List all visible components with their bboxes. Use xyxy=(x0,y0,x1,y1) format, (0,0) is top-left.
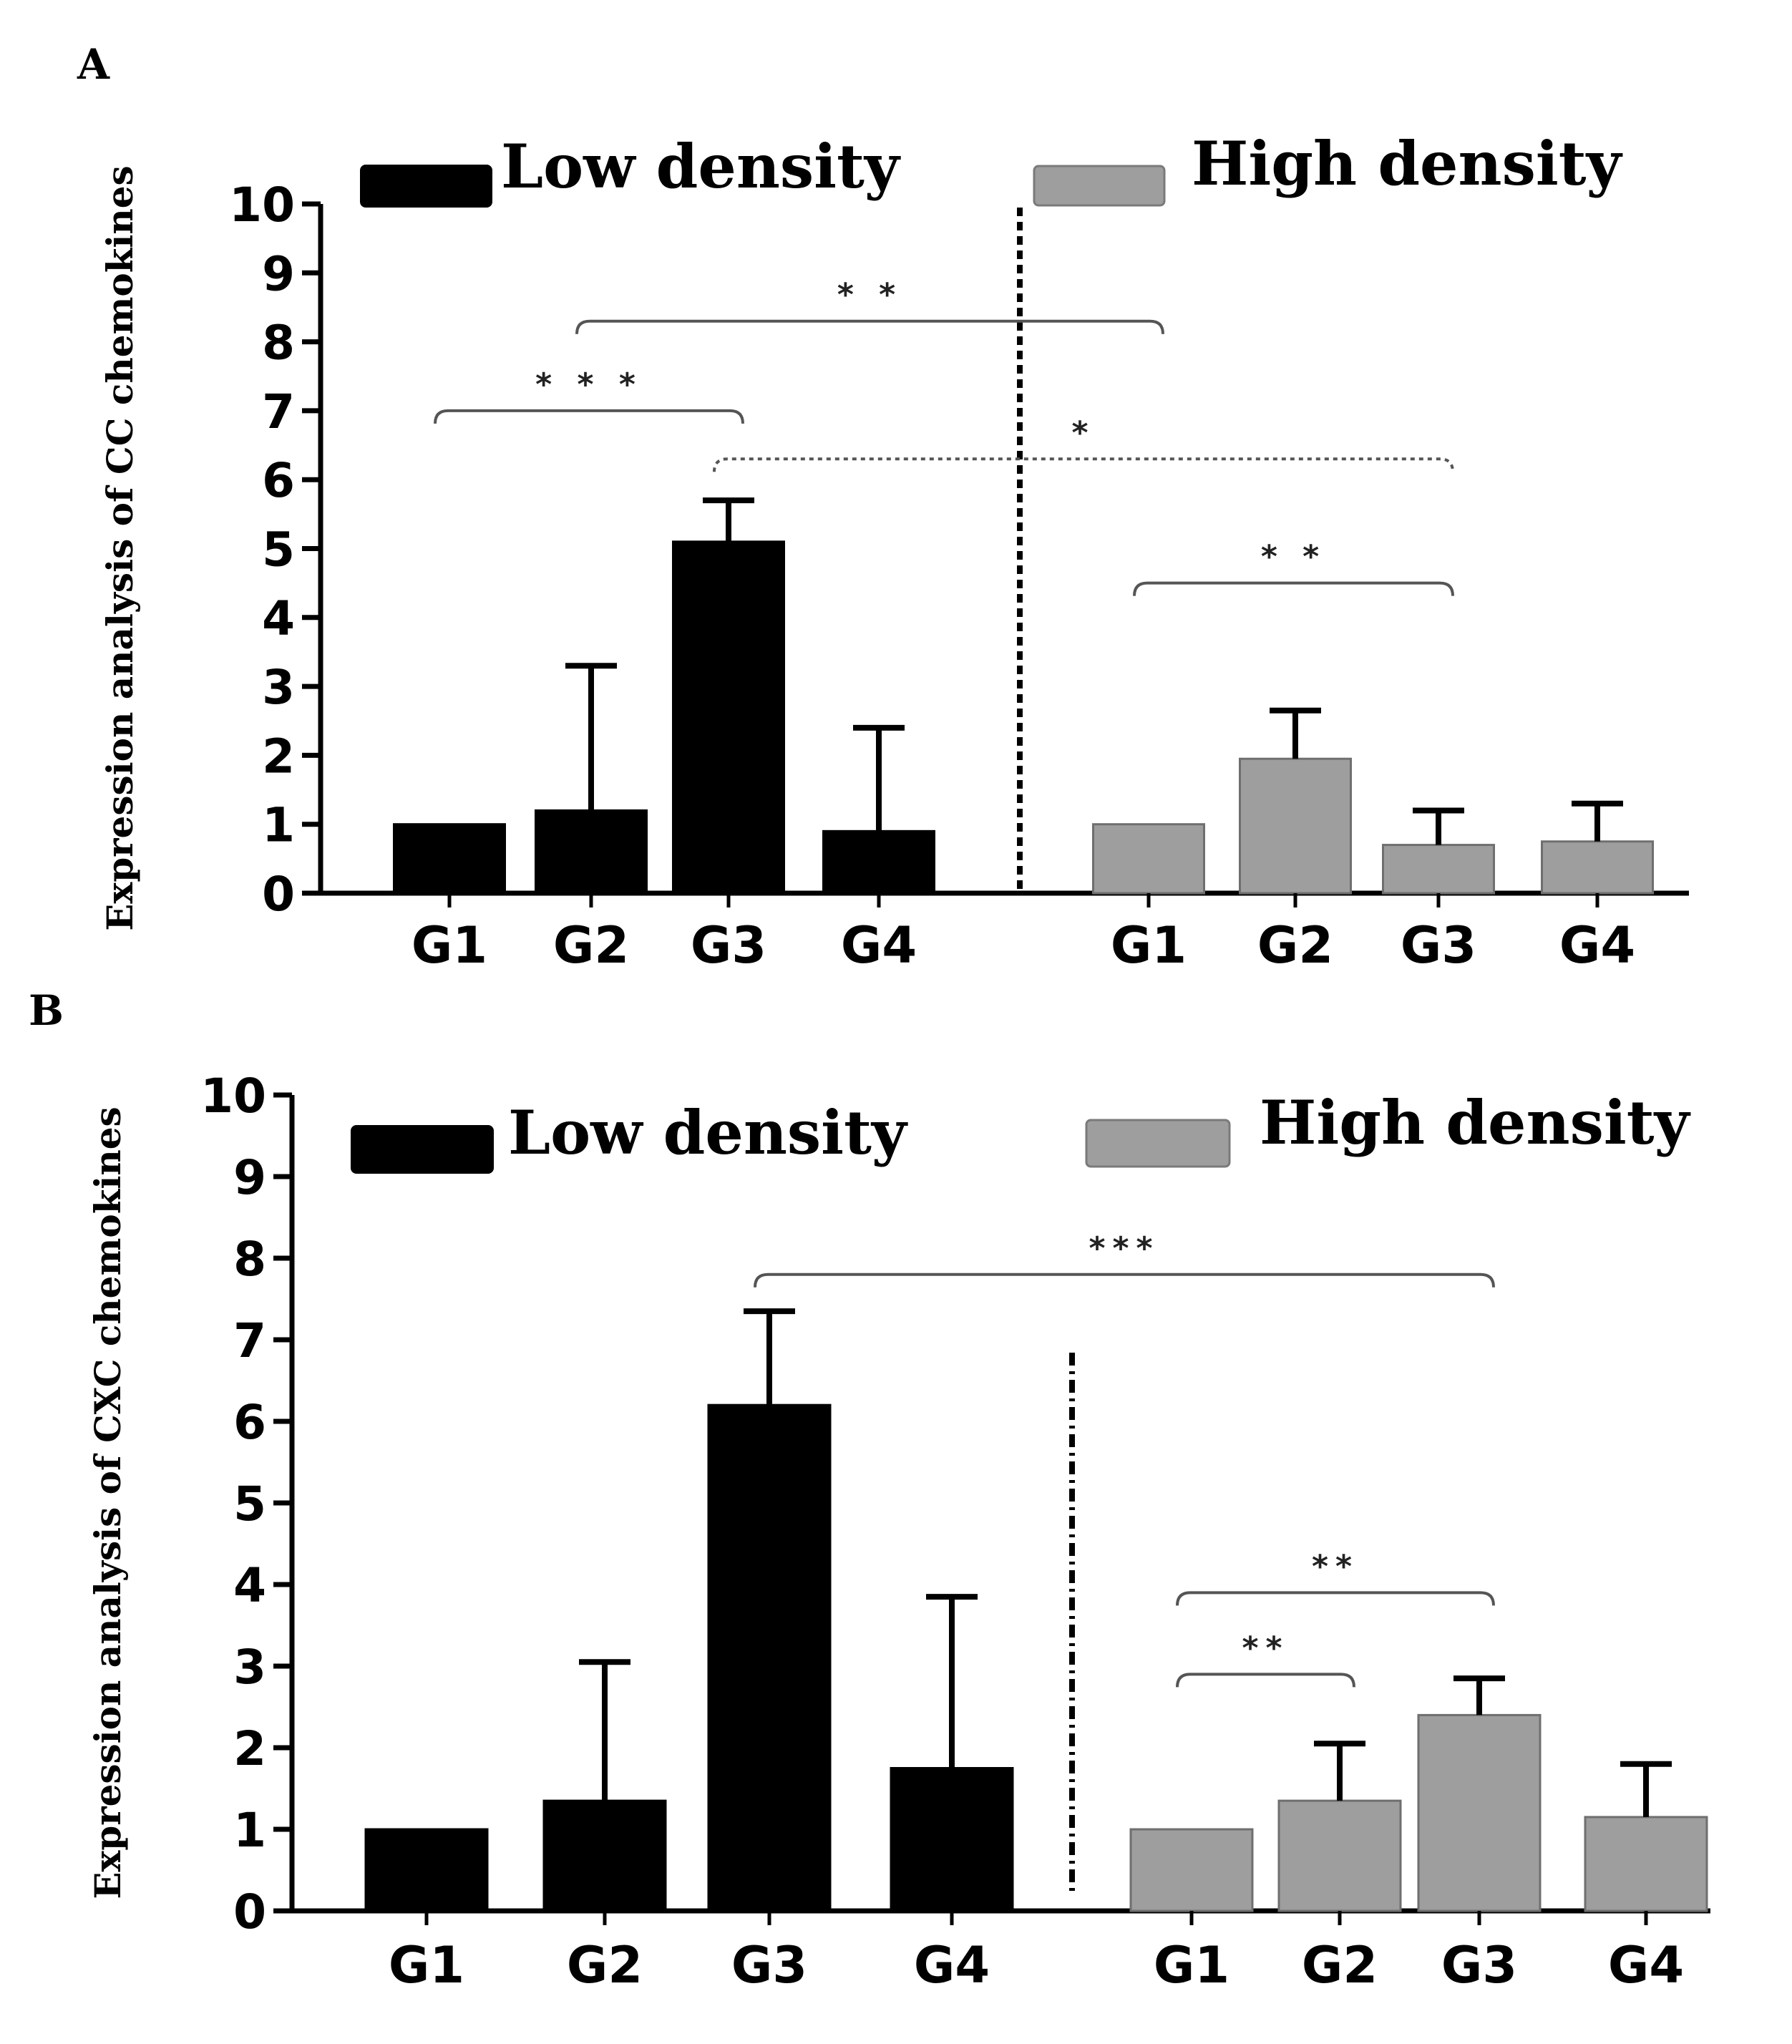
significance-label: * * * xyxy=(535,366,643,403)
panel-letter: A xyxy=(77,40,110,89)
y-tick-label: 1 xyxy=(233,1803,266,1858)
chart-panel-b: B Expression analysis of CXC chemokines 0 1… xyxy=(29,986,1710,1995)
bar-high-g3 xyxy=(1382,844,1495,895)
bar-high-g1 xyxy=(1092,823,1205,895)
significance-label: * * xyxy=(1261,539,1326,575)
bar-low-g1 xyxy=(393,823,506,895)
y-tick-label: 7 xyxy=(233,1313,266,1368)
bar-low-g1 xyxy=(364,1828,489,1912)
y-tick-label: 7 xyxy=(262,384,295,439)
significance-label: * xyxy=(1071,414,1095,451)
y-tick-label: 5 xyxy=(262,522,295,578)
significance-bracket xyxy=(713,457,1454,472)
significance-bracket xyxy=(434,409,744,424)
significance-label: ** xyxy=(1242,1630,1289,1666)
y-tick-label: 2 xyxy=(233,1721,266,1776)
bar-low-g3 xyxy=(672,540,785,895)
y-tick-label: 10 xyxy=(229,177,295,233)
significance-label: *** xyxy=(1089,1230,1159,1267)
y-tick-label: 0 xyxy=(233,1884,266,1940)
y-tick-label: 0 xyxy=(262,867,295,922)
y-axis-label: Expression analysis of CXC chemokines xyxy=(87,1106,129,1899)
x-tick-label-high-g4: G4 xyxy=(1559,916,1635,975)
x-tick-label-high-g3: G3 xyxy=(1441,1936,1517,1995)
y-tick-label: 9 xyxy=(262,246,295,301)
y-tick-label: 5 xyxy=(233,1476,266,1532)
y-tick-label: 2 xyxy=(262,729,295,784)
bar-low-g3 xyxy=(707,1403,832,1912)
bar-high-g2 xyxy=(1239,757,1352,895)
x-tick-label-low-g1: G1 xyxy=(389,1936,464,1995)
y-tick-label: 3 xyxy=(262,660,295,715)
significance-label: ** xyxy=(1312,1548,1359,1585)
legend-label-high: High density xyxy=(1260,1087,1691,1158)
y-tick-label: 9 xyxy=(233,1150,266,1205)
y-axis-label: Expression analysis of CC chemokines xyxy=(99,165,141,930)
x-tick-label-low-g2: G2 xyxy=(567,1936,643,1995)
y-tick-label: 6 xyxy=(262,453,295,508)
x-tick-label-low-g1: G1 xyxy=(412,916,487,975)
x-tick-label-high-g4: G4 xyxy=(1608,1936,1684,1995)
bar-low-g4 xyxy=(822,829,935,895)
significance-label: * * xyxy=(837,277,902,313)
legend-label-low: Low density xyxy=(501,131,901,202)
legend-label-high: High density xyxy=(1192,128,1623,199)
y-tick-label: 8 xyxy=(262,316,295,371)
chart-panel-a: A Expression analysis of CC chemokines 0 1 2… xyxy=(77,40,1689,975)
y-tick-label: 8 xyxy=(233,1232,266,1287)
x-tick-label-high-g3: G3 xyxy=(1401,916,1476,975)
x-tick-label-low-g4: G4 xyxy=(914,1936,990,1995)
x-tick-label-high-g2: G2 xyxy=(1302,1936,1378,1995)
bar-low-g2 xyxy=(542,1799,667,1912)
legend-swatch-low xyxy=(360,165,492,208)
significance-bracket xyxy=(1176,1673,1355,1688)
bar-low-g4 xyxy=(890,1767,1014,1912)
significance-bracket xyxy=(1176,1591,1495,1606)
x-tick-label-high-g1: G1 xyxy=(1154,1936,1229,1995)
y-tick-label: 1 xyxy=(262,798,295,853)
x-tick-label-low-g3: G3 xyxy=(691,916,766,975)
bar-high-g2 xyxy=(1277,1799,1402,1912)
x-tick-label-high-g2: G2 xyxy=(1257,916,1333,975)
legend-swatch-high xyxy=(1085,1119,1231,1168)
bar-low-g2 xyxy=(535,809,648,895)
significance-bracket xyxy=(575,319,1164,334)
bar-high-g3 xyxy=(1417,1713,1542,1912)
y-tick-label: 3 xyxy=(233,1640,266,1695)
bar-high-g1 xyxy=(1129,1828,1254,1912)
y-tick-label: 4 xyxy=(233,1558,266,1613)
significance-bracket xyxy=(1133,581,1454,596)
legend-swatch-low xyxy=(351,1125,494,1174)
significance-bracket xyxy=(754,1272,1495,1288)
y-tick-label: 4 xyxy=(262,591,295,646)
bar-high-g4 xyxy=(1541,840,1654,895)
legend-swatch-high xyxy=(1033,165,1166,207)
x-tick-label-low-g2: G2 xyxy=(553,916,629,975)
panel-letter: B xyxy=(29,986,64,1035)
legend-label-low: Low density xyxy=(508,1097,908,1168)
x-tick-label-high-g1: G1 xyxy=(1111,916,1187,975)
y-tick-label: 6 xyxy=(233,1395,266,1450)
x-tick-label-low-g3: G3 xyxy=(731,1936,807,1995)
y-tick-label: 10 xyxy=(200,1069,266,1124)
x-tick-label-low-g4: G4 xyxy=(841,916,917,975)
bar-high-g4 xyxy=(1584,1816,1708,1912)
